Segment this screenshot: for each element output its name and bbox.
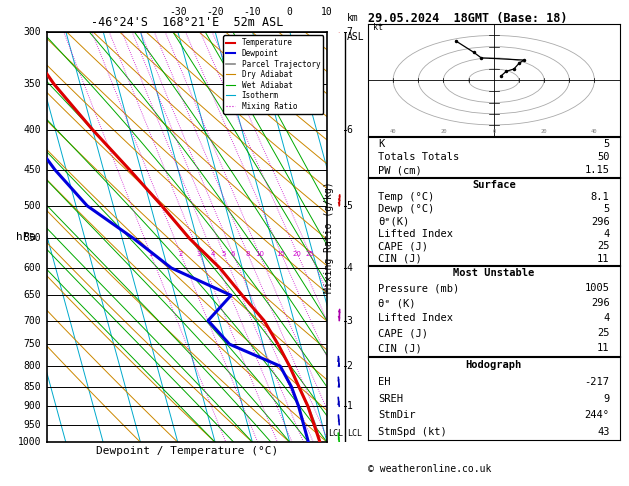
Text: -217: -217 bbox=[584, 377, 610, 387]
Text: 1.15: 1.15 bbox=[584, 165, 610, 175]
Text: CAPE (J): CAPE (J) bbox=[378, 328, 428, 338]
Text: LCL: LCL bbox=[328, 429, 343, 438]
Text: 7: 7 bbox=[347, 27, 353, 36]
Text: 5: 5 bbox=[347, 201, 353, 211]
Text: Pressure (mb): Pressure (mb) bbox=[378, 283, 459, 294]
Text: 40: 40 bbox=[390, 129, 396, 134]
Text: km: km bbox=[347, 14, 359, 23]
Text: Surface: Surface bbox=[472, 179, 516, 190]
Text: CAPE (J): CAPE (J) bbox=[378, 242, 428, 251]
Text: SREH: SREH bbox=[378, 394, 403, 403]
Text: 3: 3 bbox=[197, 250, 201, 257]
Text: -20: -20 bbox=[206, 7, 224, 17]
Text: 800: 800 bbox=[23, 361, 41, 371]
Text: 700: 700 bbox=[23, 315, 41, 326]
Text: 6: 6 bbox=[231, 250, 235, 257]
Text: EH: EH bbox=[378, 377, 391, 387]
Text: 850: 850 bbox=[23, 382, 41, 392]
Text: θᵉ(K): θᵉ(K) bbox=[378, 217, 409, 226]
Text: Lifted Index: Lifted Index bbox=[378, 313, 453, 323]
Text: 25: 25 bbox=[597, 328, 610, 338]
Text: 15: 15 bbox=[277, 250, 286, 257]
Text: 8.1: 8.1 bbox=[591, 192, 610, 202]
Text: 296: 296 bbox=[591, 217, 610, 226]
Text: 350: 350 bbox=[23, 79, 41, 89]
Text: K: K bbox=[378, 139, 384, 149]
Text: 300: 300 bbox=[23, 27, 41, 36]
Text: 3: 3 bbox=[347, 315, 353, 326]
Text: 900: 900 bbox=[23, 401, 41, 411]
Text: CIN (J): CIN (J) bbox=[378, 343, 422, 353]
Text: 6: 6 bbox=[347, 125, 353, 135]
Text: 9: 9 bbox=[603, 394, 610, 403]
Text: Most Unstable: Most Unstable bbox=[453, 268, 535, 278]
Text: 11: 11 bbox=[597, 254, 610, 264]
Text: 1000: 1000 bbox=[18, 437, 41, 447]
Text: 0: 0 bbox=[492, 129, 496, 134]
Text: Temp (°C): Temp (°C) bbox=[378, 192, 434, 202]
Text: 40: 40 bbox=[591, 129, 598, 134]
Text: CIN (J): CIN (J) bbox=[378, 254, 422, 264]
Text: Dewp (°C): Dewp (°C) bbox=[378, 204, 434, 214]
Title: -46°24'S  168°21'E  52m ASL: -46°24'S 168°21'E 52m ASL bbox=[91, 16, 283, 29]
Text: 29.05.2024  18GMT (Base: 18): 29.05.2024 18GMT (Base: 18) bbox=[368, 12, 567, 25]
Text: 4: 4 bbox=[211, 250, 215, 257]
Text: 600: 600 bbox=[23, 263, 41, 273]
Text: θᵉ (K): θᵉ (K) bbox=[378, 298, 416, 308]
Text: 43: 43 bbox=[597, 427, 610, 436]
Text: 650: 650 bbox=[23, 290, 41, 300]
Text: Mixing Ratio (g/kg): Mixing Ratio (g/kg) bbox=[324, 181, 334, 293]
Text: 25: 25 bbox=[306, 250, 314, 257]
Text: 500: 500 bbox=[23, 201, 41, 211]
Text: 20: 20 bbox=[541, 129, 547, 134]
Text: 5: 5 bbox=[221, 250, 226, 257]
Text: 5: 5 bbox=[603, 139, 610, 149]
Text: © weatheronline.co.uk: © weatheronline.co.uk bbox=[368, 464, 491, 474]
Text: 11: 11 bbox=[597, 343, 610, 353]
Text: StmSpd (kt): StmSpd (kt) bbox=[378, 427, 447, 436]
Text: 0: 0 bbox=[287, 7, 292, 17]
Text: 244°: 244° bbox=[584, 410, 610, 420]
Text: 10: 10 bbox=[255, 250, 264, 257]
Text: 1: 1 bbox=[148, 250, 153, 257]
X-axis label: Dewpoint / Temperature (°C): Dewpoint / Temperature (°C) bbox=[96, 447, 278, 456]
Text: 2: 2 bbox=[179, 250, 183, 257]
Text: 20: 20 bbox=[440, 129, 447, 134]
Text: 50: 50 bbox=[597, 152, 610, 162]
Text: Hodograph: Hodograph bbox=[465, 361, 522, 370]
Text: -10: -10 bbox=[243, 7, 261, 17]
Text: 4: 4 bbox=[347, 263, 353, 273]
Text: StmDir: StmDir bbox=[378, 410, 416, 420]
Text: 5: 5 bbox=[603, 204, 610, 214]
Text: -30: -30 bbox=[169, 7, 187, 17]
Text: 750: 750 bbox=[23, 339, 41, 349]
Text: 8: 8 bbox=[245, 250, 250, 257]
Text: ASL: ASL bbox=[347, 32, 364, 42]
Text: hPa: hPa bbox=[16, 232, 36, 242]
Text: 4: 4 bbox=[603, 229, 610, 239]
Text: 25: 25 bbox=[597, 242, 610, 251]
Text: Totals Totals: Totals Totals bbox=[378, 152, 459, 162]
Text: LCL: LCL bbox=[347, 429, 362, 438]
Text: 296: 296 bbox=[591, 298, 610, 308]
Text: 2: 2 bbox=[347, 361, 353, 371]
Text: 950: 950 bbox=[23, 420, 41, 430]
Text: 10: 10 bbox=[321, 7, 333, 17]
Text: 450: 450 bbox=[23, 165, 41, 175]
Legend: Temperature, Dewpoint, Parcel Trajectory, Dry Adiabat, Wet Adiabat, Isotherm, Mi: Temperature, Dewpoint, Parcel Trajectory… bbox=[223, 35, 323, 114]
Text: 550: 550 bbox=[23, 233, 41, 243]
Text: kt: kt bbox=[373, 23, 383, 32]
Text: PW (cm): PW (cm) bbox=[378, 165, 422, 175]
Text: 400: 400 bbox=[23, 125, 41, 135]
Text: 1005: 1005 bbox=[584, 283, 610, 294]
Text: 1: 1 bbox=[347, 401, 353, 411]
Text: 4: 4 bbox=[603, 313, 610, 323]
Text: Lifted Index: Lifted Index bbox=[378, 229, 453, 239]
Text: 20: 20 bbox=[292, 250, 302, 257]
